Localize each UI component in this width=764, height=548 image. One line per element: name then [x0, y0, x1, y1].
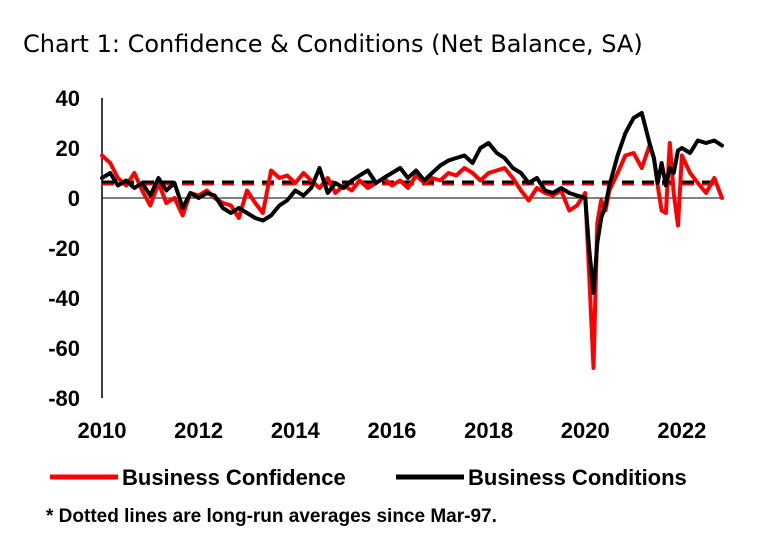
- legend: Business Confidence Business Conditions: [50, 465, 687, 490]
- series-lines: [100, 111, 724, 370]
- x-tick-label: 2014: [271, 418, 321, 443]
- x-tick-label: 2012: [174, 418, 223, 443]
- x-tick-label: 2022: [657, 418, 706, 443]
- legend-label-business-confidence: Business Confidence: [122, 465, 346, 490]
- y-tick-label: -80: [48, 386, 80, 411]
- y-axis: 40 20 0 -20 -40 -60 -80: [48, 86, 103, 411]
- chart-title: Chart 1: Confidence & Conditions (Net Ba…: [23, 30, 643, 58]
- legend-label-business-conditions: Business Conditions: [468, 465, 687, 490]
- y-tick-label: 0: [68, 186, 80, 211]
- y-tick-label: -60: [48, 336, 80, 361]
- x-axis: 2010 2012 2014 2016 2018 2020 2022: [78, 197, 722, 443]
- x-tick-label: 2018: [464, 418, 513, 443]
- y-tick-label: -40: [48, 286, 80, 311]
- x-tick-label: 2020: [561, 418, 610, 443]
- series-line-business-conditions: [100, 111, 724, 295]
- x-tick-label: 2016: [367, 418, 416, 443]
- footnote: * Dotted lines are long-run averages sin…: [46, 506, 497, 527]
- y-tick-label: -20: [48, 236, 80, 261]
- y-tick-label: 20: [56, 136, 80, 161]
- x-tick-label: 2010: [78, 418, 127, 443]
- y-tick-label: 40: [56, 86, 80, 111]
